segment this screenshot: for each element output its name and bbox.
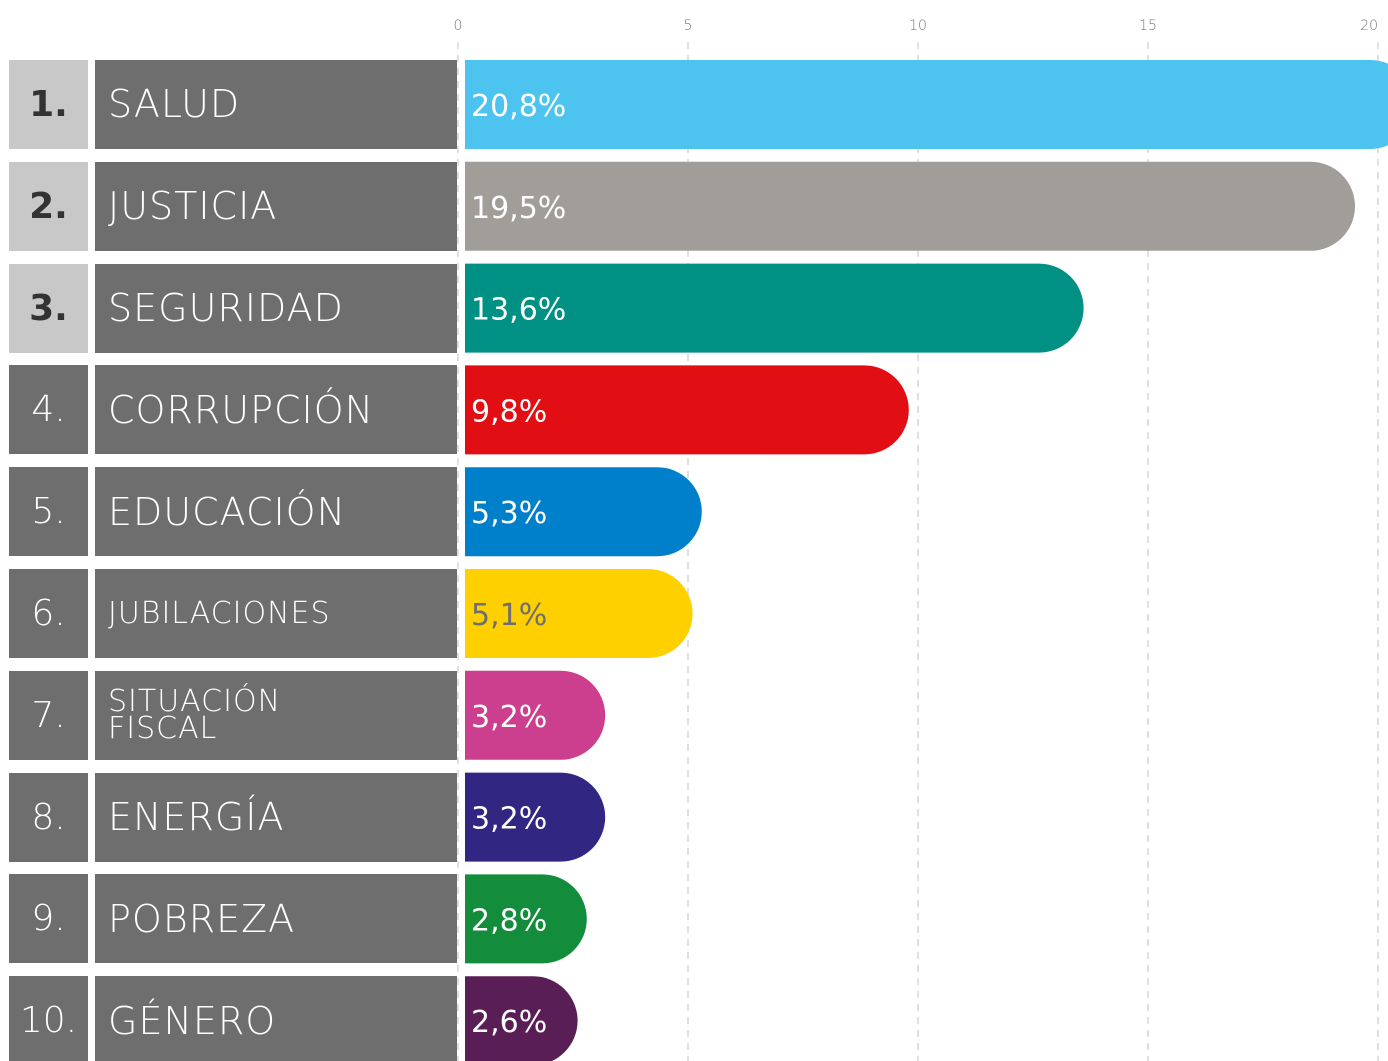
- value-label: 9,8%: [471, 394, 547, 429]
- category-box-text: SITUACIÓN FISCAL: [108, 684, 282, 747]
- rank-box: 10.: [9, 976, 88, 1061]
- bar: [465, 874, 587, 964]
- rank-box: 1.: [9, 60, 88, 149]
- category-box-text: JUSTICIA: [108, 184, 278, 229]
- value-label: 2,8%: [471, 903, 547, 938]
- rank-box: 6.: [9, 569, 88, 658]
- category-box: JUSTICIA: [95, 161, 457, 251]
- category-box-text: POBREZA: [108, 896, 296, 941]
- value-label: 2,6%: [471, 1005, 547, 1040]
- rank-box: 5.: [9, 467, 88, 557]
- bar: [465, 365, 909, 455]
- rank-box: 9.: [9, 874, 88, 964]
- rank-box: 2.: [9, 161, 88, 251]
- rank-box-text: 2.: [29, 185, 68, 227]
- rank-box-text: 5.: [31, 491, 66, 533]
- category-box: SITUACIÓN FISCAL: [95, 670, 457, 760]
- category-box-text: SEGURIDAD: [108, 286, 344, 330]
- bar: [465, 772, 606, 862]
- category-box-text: SALUD: [108, 82, 241, 127]
- rank-box-text: 6.: [31, 593, 66, 634]
- category-box: SEGURIDAD: [95, 263, 457, 353]
- category-box-text: JUBILACIONES: [108, 596, 331, 631]
- bar: [465, 670, 606, 760]
- rank-box-text: 8.: [31, 796, 66, 838]
- category-box-text: GÉNERO: [108, 998, 277, 1043]
- value-label: 19,5%: [471, 191, 566, 226]
- bar: [465, 263, 1084, 353]
- value-label: 3,2%: [471, 700, 547, 735]
- rank-box-text: 7.: [31, 694, 66, 736]
- x-tick-label: 15: [1139, 18, 1157, 34]
- rank-box: 4.: [9, 365, 88, 455]
- rank-box-text: 3.: [29, 287, 68, 329]
- bar: [465, 569, 693, 658]
- x-tick-label: 5: [684, 18, 693, 34]
- bar: [465, 976, 578, 1061]
- x-tick-label: 20: [1360, 18, 1378, 34]
- value-label: 5,3%: [471, 496, 547, 531]
- rank-box: 8.: [9, 772, 88, 862]
- category-box: GÉNERO: [95, 976, 457, 1061]
- category-box: JUBILACIONES: [95, 569, 457, 658]
- value-label: 20,8%: [471, 89, 566, 124]
- category-box: SALUD: [95, 60, 457, 149]
- rank-box-text: 10.: [19, 1000, 78, 1042]
- category-box: EDUCACIÓN: [95, 467, 457, 557]
- x-tick-label: 0: [454, 18, 463, 34]
- category-box-text: ENERGÍA: [108, 795, 285, 839]
- category-box: CORRUPCIÓN: [95, 365, 457, 455]
- rank-box: 3.: [9, 263, 88, 353]
- value-label: 5,1%: [471, 598, 547, 633]
- bar: [465, 161, 1355, 251]
- value-label: 13,6%: [471, 293, 566, 328]
- rank-box: 7.: [9, 670, 88, 760]
- rank-box-text: 9.: [31, 898, 66, 940]
- bar: [465, 467, 702, 557]
- rank-box-text: 1.: [29, 84, 68, 125]
- category-box: POBREZA: [95, 874, 457, 964]
- rank-box-text: 4.: [31, 389, 66, 431]
- value-label: 3,2%: [471, 802, 547, 837]
- category-box: ENERGÍA: [95, 772, 457, 862]
- category-box-text: EDUCACIÓN: [108, 489, 347, 534]
- category-box-text: CORRUPCIÓN: [108, 387, 375, 432]
- bar: [465, 60, 1388, 149]
- x-tick-label: 10: [909, 18, 927, 34]
